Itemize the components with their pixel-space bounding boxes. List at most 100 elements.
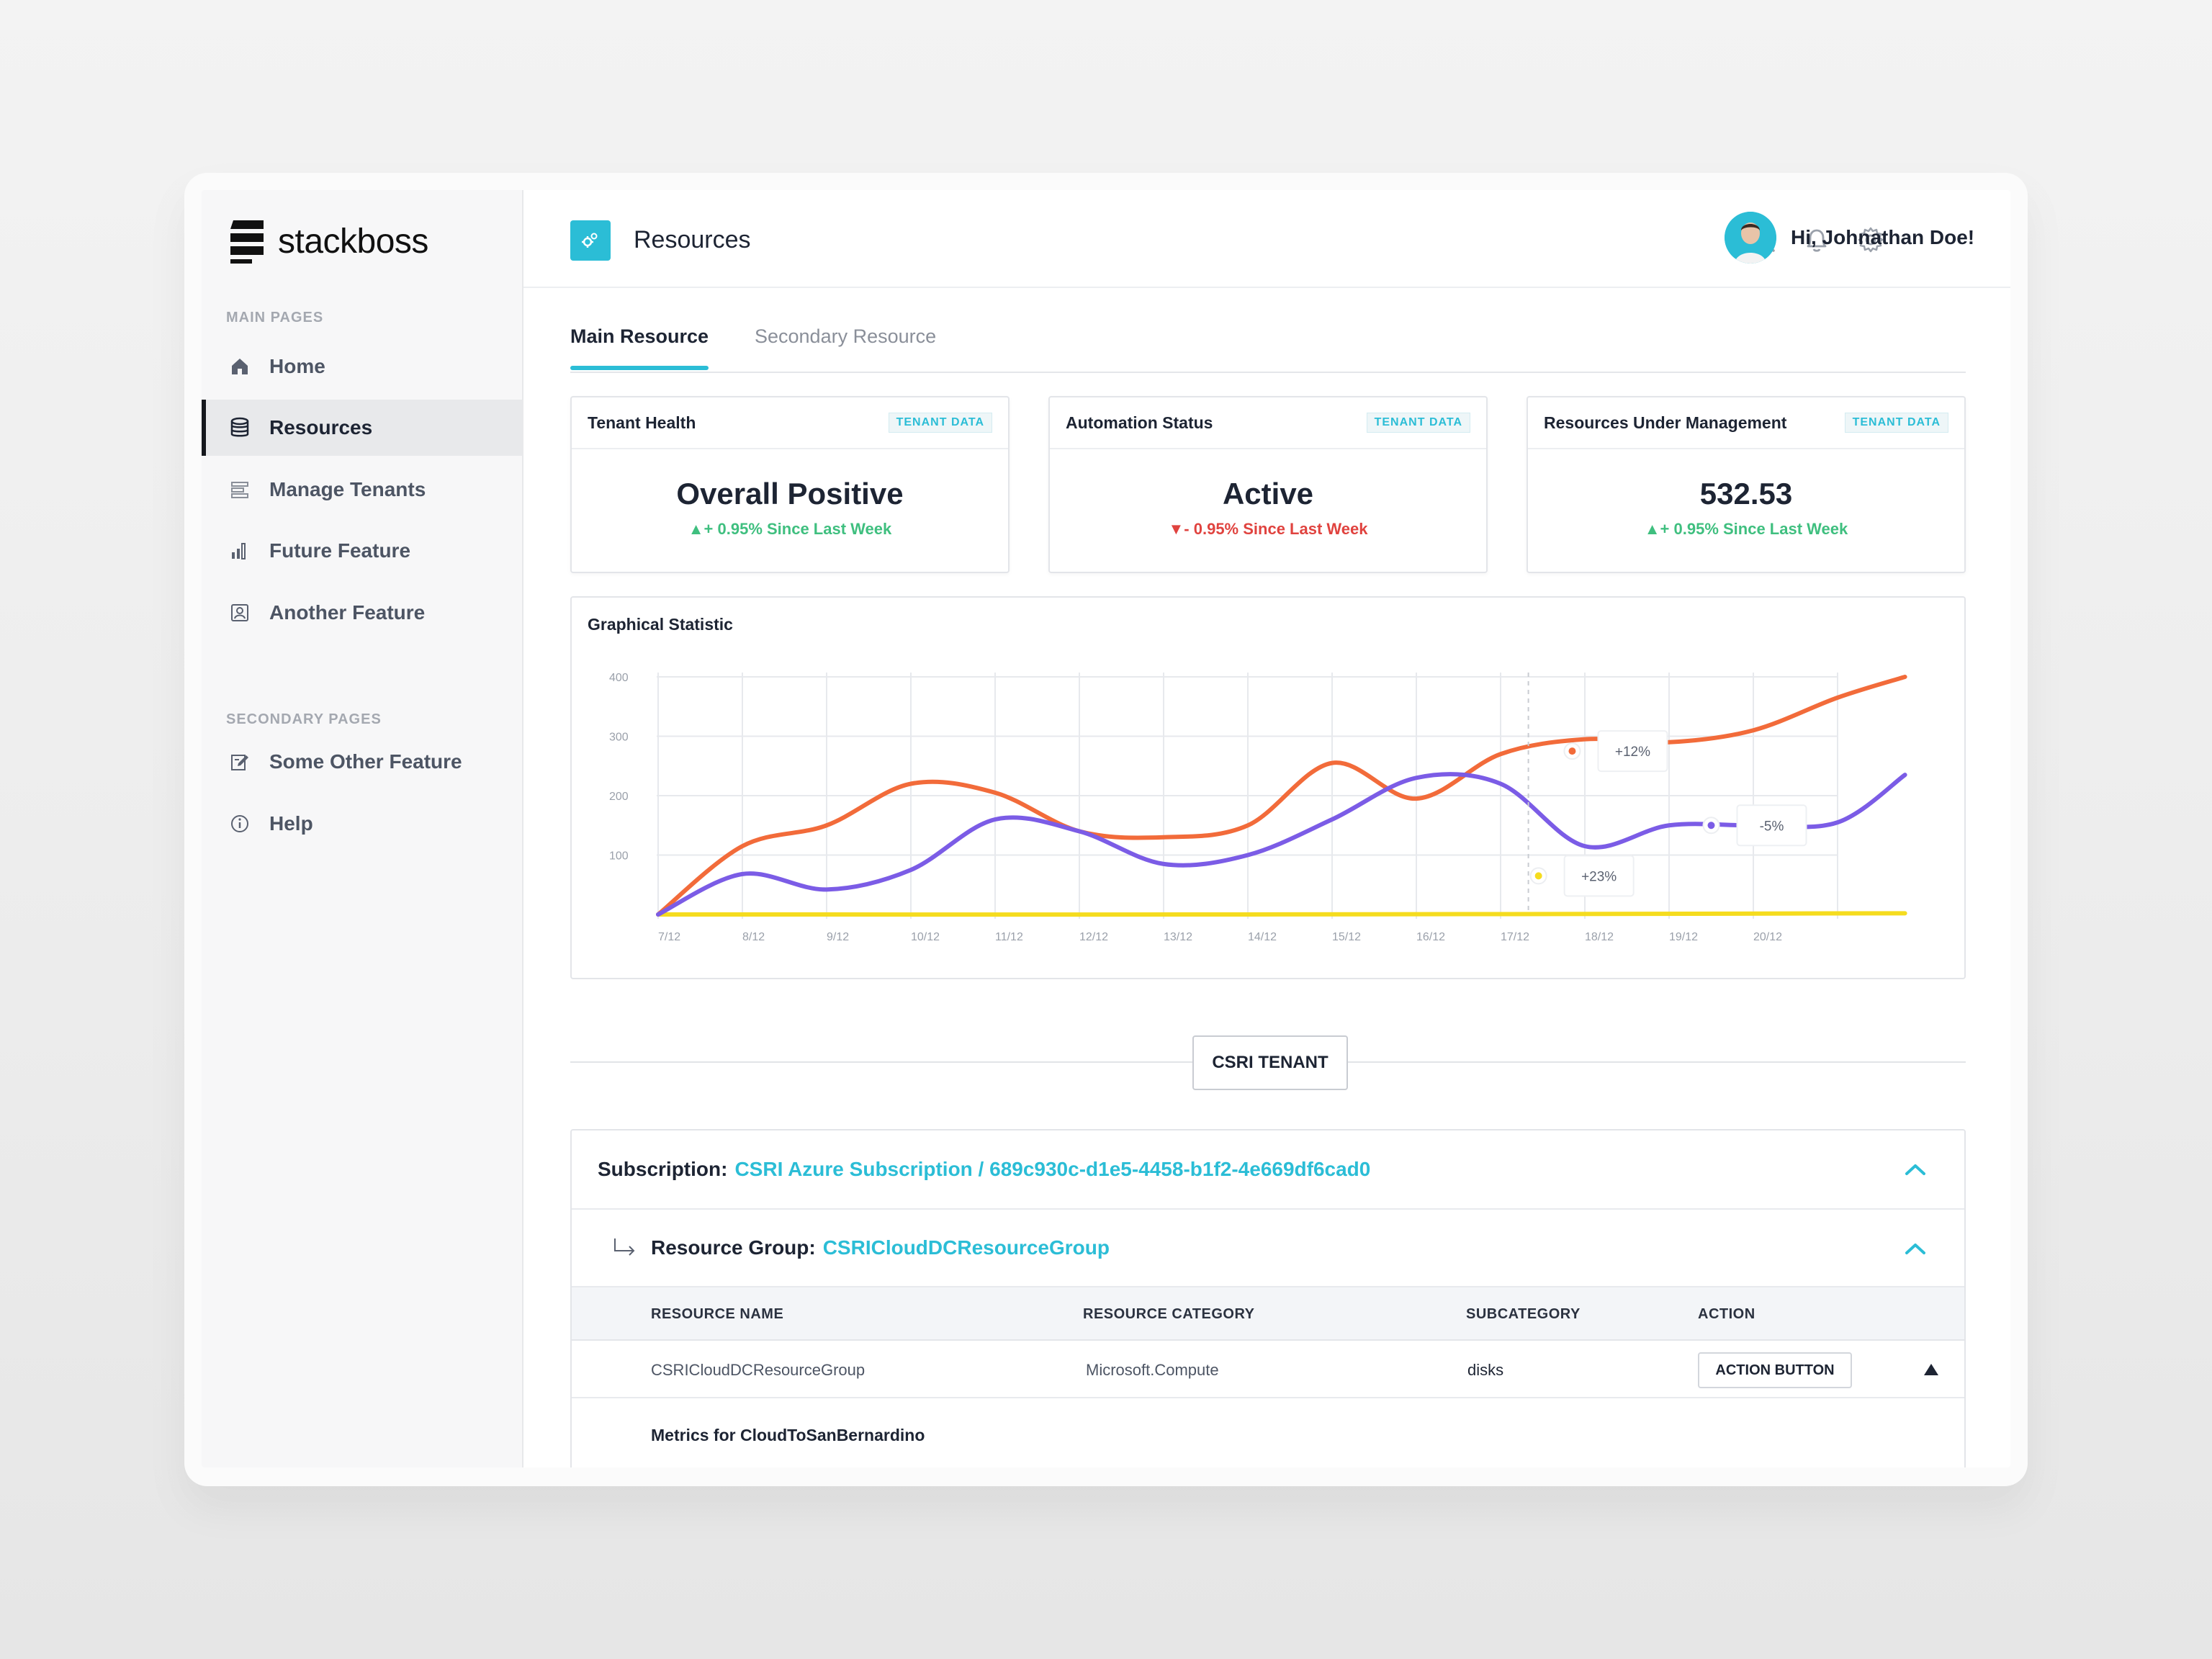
x-tick-label: 20/12	[1753, 931, 1782, 943]
home-icon	[229, 356, 251, 377]
annotation-tooltip	[1597, 730, 1668, 773]
card-title: Tenant Health	[588, 413, 696, 432]
resource-group-row[interactable]: Resource Group: CSRICloudDCResourceGroup	[572, 1210, 1964, 1287]
tab-secondary-resource[interactable]: Secondary Resource	[755, 325, 937, 347]
logo[interactable]: stackboss	[229, 219, 428, 264]
sidebar-item-home[interactable]: Home	[202, 338, 523, 395]
x-tick-label: 17/12	[1501, 931, 1529, 943]
sub-arrow-icon	[614, 1238, 635, 1256]
x-tick-label: 16/12	[1416, 931, 1445, 943]
card-badge: TENANT DATA	[888, 413, 992, 433]
x-tick-label: 11/12	[995, 931, 1023, 943]
y-tick-label: 100	[609, 850, 629, 863]
subscription-panel: Subscription: CSRI Azure Subscription / …	[570, 1129, 1966, 1467]
sidebar-item-help[interactable]: Help	[202, 796, 523, 852]
caret-up-icon[interactable]	[1923, 1362, 1940, 1377]
settings-gears-icon	[570, 220, 611, 261]
series-line-orange	[656, 675, 1907, 917]
sidebar: stackboss MAIN PAGES Home Resources Mana…	[202, 190, 523, 1467]
tab-main-resource[interactable]: Main Resource	[570, 325, 709, 347]
user-greeting[interactable]: Hi, Johnathan Doe!	[1791, 226, 1975, 248]
annotation-tooltip	[1563, 855, 1635, 897]
sidebar-item-label: Resources	[269, 416, 373, 439]
graphical-statistic-card: Graphical Statistic 100 200 300 400 7/12 8/12…	[570, 596, 1966, 979]
csri-tenant-button[interactable]: CSRI TENANT	[1192, 1035, 1348, 1090]
arrow-up-icon: ▲	[688, 520, 704, 538]
series-line-yellow	[656, 911, 1907, 917]
x-tick-label: 10/12	[911, 931, 940, 943]
sidebar-item-future-feature[interactable]: Future Feature	[202, 523, 523, 579]
avatar[interactable]	[1725, 212, 1776, 264]
card-value: Active	[1222, 477, 1314, 511]
active-tab-indicator	[570, 366, 709, 370]
gear-icon[interactable]	[1856, 225, 1886, 255]
x-tick-label: 19/12	[1669, 931, 1698, 943]
annotation-point	[1568, 747, 1576, 755]
action-button[interactable]: ACTION BUTTON	[1698, 1352, 1852, 1388]
sidebar-item-label: Some Other Feature	[269, 750, 462, 773]
annotation-tooltip	[1736, 804, 1807, 847]
sidebar-item-another-feature[interactable]: Another Feature	[202, 585, 523, 641]
annotation-point	[1707, 822, 1715, 830]
arrow-down-icon: ▼	[1168, 520, 1184, 538]
sidebar-item-label: Home	[269, 355, 325, 377]
chevron-up-icon[interactable]	[1904, 1241, 1927, 1256]
x-tick-label: 8/12	[742, 931, 765, 943]
contact-card-icon	[229, 602, 251, 624]
sidebar-item-label: Future Feature	[269, 539, 411, 562]
main-pages-label: MAIN PAGES	[226, 310, 324, 325]
x-tick-label: 7/12	[658, 931, 680, 943]
app-window: stackboss MAIN PAGES Home Resources Mana…	[202, 190, 2010, 1467]
stat-card-automation-status: Automation Status TENANT DATA Active ▼- 0…	[1048, 396, 1488, 573]
x-tick-label: 13/12	[1164, 931, 1192, 943]
subscription-row[interactable]: Subscription: CSRI Azure Subscription / …	[572, 1130, 1964, 1210]
bell-icon[interactable]	[1802, 225, 1832, 255]
subscription-label: Subscription:	[598, 1158, 728, 1180]
card-value: Overall Positive	[676, 477, 904, 511]
subscription-link[interactable]: CSRI Azure Subscription / 689c930c-d1e5-…	[734, 1158, 1371, 1180]
database-icon	[229, 417, 251, 439]
card-title: Automation Status	[1066, 413, 1213, 432]
table-row: CSRICloudDCResourceGroup Microsoft.Compu…	[572, 1341, 1964, 1398]
card-value: 532.53	[1699, 477, 1793, 511]
sidebar-item-manage-tenants[interactable]: Manage Tenants	[202, 462, 523, 518]
column-header: SUBCATEGORY	[1466, 1306, 1581, 1322]
x-tick-label: 15/12	[1332, 931, 1361, 943]
column-header: RESOURCE NAME	[651, 1306, 784, 1322]
y-tick-label: 400	[609, 672, 629, 684]
card-delta: ▼- 0.95% Since Last Week	[1168, 520, 1368, 538]
stackboss-logo-icon	[230, 220, 264, 264]
annotation-label: -5%	[1760, 819, 1784, 834]
sidebar-item-resources[interactable]: Resources	[202, 400, 523, 456]
x-tick-label: 12/12	[1079, 931, 1108, 943]
line-chart: 100 200 300 400 7/12 8/12 9/12 10/12 11/12 12/12 1…	[609, 672, 1907, 943]
page-title: Resources	[634, 226, 751, 253]
info-icon	[229, 813, 251, 835]
stat-card-resources-under-management: Resources Under Management TENANT DATA 53…	[1527, 396, 1966, 573]
card-delta: ▲+ 0.95% Since Last Week	[1644, 520, 1848, 538]
edit-icon	[229, 751, 251, 773]
sidebar-item-some-other-feature[interactable]: Some Other Feature	[202, 734, 523, 790]
resource-name-cell: CSRICloudDCResourceGroup	[651, 1361, 866, 1379]
list-icon	[229, 479, 251, 500]
x-tick-label: 18/12	[1585, 931, 1614, 943]
sidebar-item-label: Another Feature	[269, 601, 426, 624]
logo-text: stackboss	[278, 222, 428, 261]
arrow-up-icon: ▲	[1644, 520, 1660, 538]
metrics-title: Metrics for CloudToSanBernardino	[651, 1426, 925, 1444]
resource-tabs: Main Resource Secondary Resource	[570, 304, 1966, 373]
column-header: ACTION	[1698, 1306, 1755, 1322]
y-tick-label: 200	[609, 791, 629, 803]
chevron-up-icon[interactable]	[1904, 1162, 1927, 1177]
x-tick-label: 14/12	[1248, 931, 1277, 943]
card-title: Resources Under Management	[1544, 413, 1787, 432]
annotation-label: +23%	[1581, 869, 1617, 884]
stat-card-tenant-health: Tenant Health TENANT DATA Overall Positiv…	[570, 396, 1010, 573]
top-header: Resources Hi, Johnathan Doe!	[523, 190, 2010, 288]
sidebar-item-label: Manage Tenants	[269, 478, 426, 500]
column-header: RESOURCE CATEGORY	[1083, 1306, 1255, 1322]
resource-group-label: Resource Group:	[651, 1236, 816, 1259]
y-tick-label: 300	[609, 732, 629, 744]
card-badge: TENANT DATA	[1844, 413, 1948, 433]
resource-group-link[interactable]: CSRICloudDCResourceGroup	[822, 1236, 1110, 1259]
